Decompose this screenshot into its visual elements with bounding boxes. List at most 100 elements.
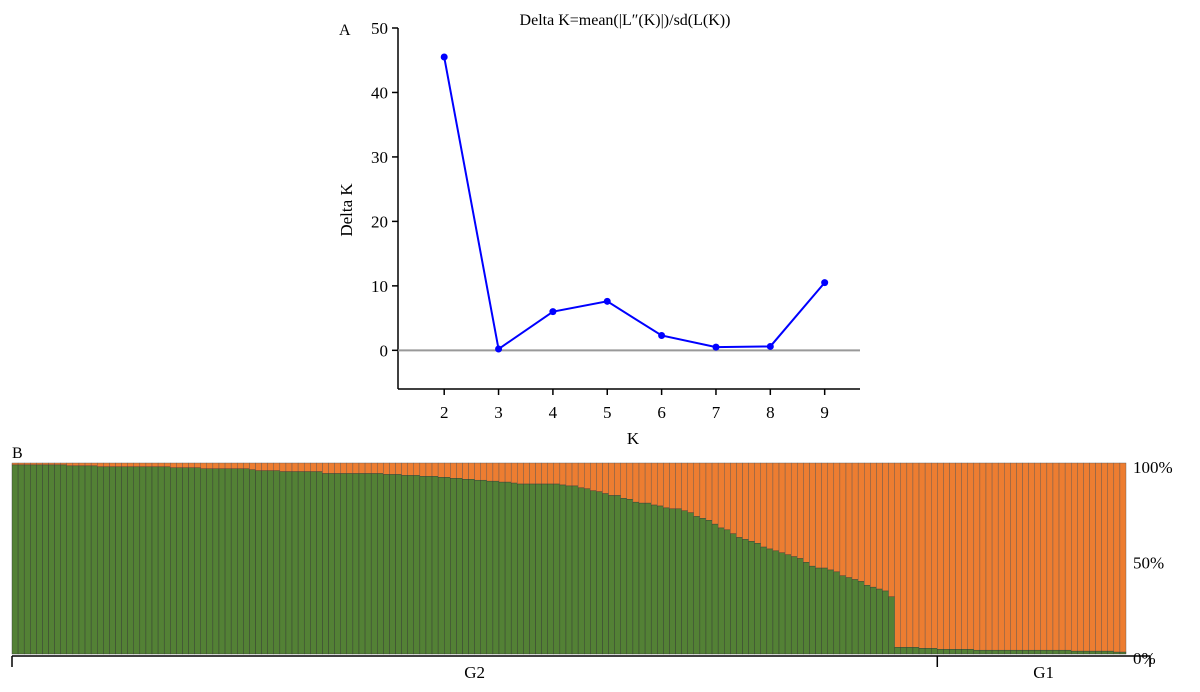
bar-segment-green: [967, 649, 975, 655]
bar-segment-orange: [78, 462, 86, 467]
bar-segment-green: [602, 493, 609, 655]
x-tick-label: 9: [820, 403, 829, 422]
bar-segment-green: [1022, 649, 1029, 655]
bar-segment-green: [346, 473, 354, 655]
bar-segment-orange: [657, 462, 664, 507]
bar-segment-orange: [559, 462, 567, 486]
bar-segment-orange: [742, 462, 749, 540]
bar-segment-orange: [200, 462, 207, 469]
bar-segment-green: [870, 586, 877, 655]
bar-segment-green: [693, 516, 701, 655]
bar-segment-green: [584, 488, 591, 655]
bar-segment-orange: [638, 462, 646, 504]
bar-segment-green: [766, 548, 774, 655]
bar-segment-orange: [383, 462, 390, 475]
bar-segment-orange: [1064, 462, 1072, 651]
bar-segment-green: [97, 466, 104, 655]
bar-segment-green: [510, 482, 518, 655]
bar-segment-green: [200, 468, 207, 655]
bar-segment-orange: [352, 462, 360, 474]
bar-segment-green: [699, 518, 707, 655]
bar-segment-orange: [1016, 462, 1023, 651]
bar-segment-green: [279, 471, 287, 655]
bar-segment-orange: [955, 462, 962, 650]
bar-segment-orange: [297, 462, 305, 472]
bar-segment-green: [297, 471, 305, 655]
bar-segment-green: [529, 483, 536, 655]
x-tick-label: 6: [657, 403, 666, 422]
bar-segment-orange: [748, 462, 755, 542]
bar-segment-green: [267, 470, 274, 655]
bar-segment-orange: [772, 462, 780, 552]
percent-tick-label: 0%: [1133, 649, 1156, 668]
bar-segment-orange: [809, 462, 816, 567]
bar-segment-green: [364, 473, 372, 655]
bar-segment-green: [401, 475, 408, 655]
bar-segment-green: [230, 468, 238, 655]
bar-segment-green: [66, 465, 74, 655]
bar-segment-green: [480, 479, 488, 655]
bar-segment-green: [261, 470, 268, 655]
data-point: [440, 53, 448, 61]
bar-segment-green: [1113, 651, 1121, 655]
bar-segment-green: [109, 466, 116, 655]
bar-segment-orange: [973, 462, 981, 651]
bar-segment-orange: [991, 462, 999, 651]
bar-segment-green: [498, 481, 506, 655]
bar-segment-green: [395, 474, 402, 655]
bar-segment-orange: [444, 462, 451, 478]
bar-segment-green: [675, 508, 682, 655]
bar-segment-orange: [997, 462, 1005, 651]
bar-segment-green: [943, 649, 950, 655]
bar-segment-orange: [632, 462, 640, 503]
bar-segment-green: [638, 502, 646, 655]
bar-segment-orange: [243, 462, 250, 469]
bar-segment-green: [383, 474, 390, 655]
bar-segment-orange: [669, 462, 676, 510]
bar-segment-green: [127, 466, 134, 655]
bar-segment-green: [90, 465, 98, 655]
bar-segment-green: [821, 567, 828, 655]
bar-segment-orange: [906, 462, 914, 648]
bar-segment-orange: [334, 462, 341, 474]
bar-segment-orange: [17, 462, 25, 466]
bar-segment-orange: [291, 462, 299, 472]
bar-segment-green: [206, 468, 214, 655]
bar-segment-orange: [754, 462, 761, 544]
bar-segment-green: [474, 479, 481, 655]
bar-segment-orange: [1028, 462, 1035, 651]
bar-segment-orange: [553, 462, 561, 485]
bar-segment-green: [340, 473, 348, 655]
bar-segment-orange: [54, 462, 61, 466]
bar-segment-orange: [517, 462, 524, 485]
bar-segment-orange: [590, 462, 597, 491]
bar-segment-green: [212, 468, 220, 655]
bar-segment-green: [1089, 650, 1096, 655]
bar-segment-orange: [845, 462, 853, 578]
bar-segment-green: [273, 470, 281, 655]
bar-segment-orange: [42, 462, 49, 466]
bar-segment-orange: [833, 462, 841, 573]
bar-segment-green: [377, 473, 384, 655]
bar-segment-green: [42, 464, 49, 655]
bar-segment-green: [851, 579, 859, 655]
bar-segment-green: [316, 471, 323, 655]
bar-segment-green: [1064, 649, 1072, 655]
bar-segment-green: [431, 476, 439, 655]
bar-segment-orange: [139, 462, 147, 468]
bar-segment-orange: [827, 462, 835, 571]
bar-segment-orange: [121, 462, 128, 468]
bar-segment-green: [650, 504, 658, 655]
bar-segment-orange: [328, 462, 335, 474]
bar-segment-orange: [182, 462, 189, 468]
bar-segment-green: [504, 481, 512, 655]
bar-segment-green: [845, 577, 853, 655]
bar-segment-orange: [474, 462, 481, 481]
bar-segment-green: [912, 647, 920, 655]
bar-segment-green: [243, 468, 250, 655]
bar-segment-green: [60, 464, 67, 655]
group-label: G2: [464, 663, 485, 682]
bar-segment-green: [736, 537, 743, 655]
bar-segment-orange: [377, 462, 384, 474]
bar-segment-orange: [1022, 462, 1029, 651]
